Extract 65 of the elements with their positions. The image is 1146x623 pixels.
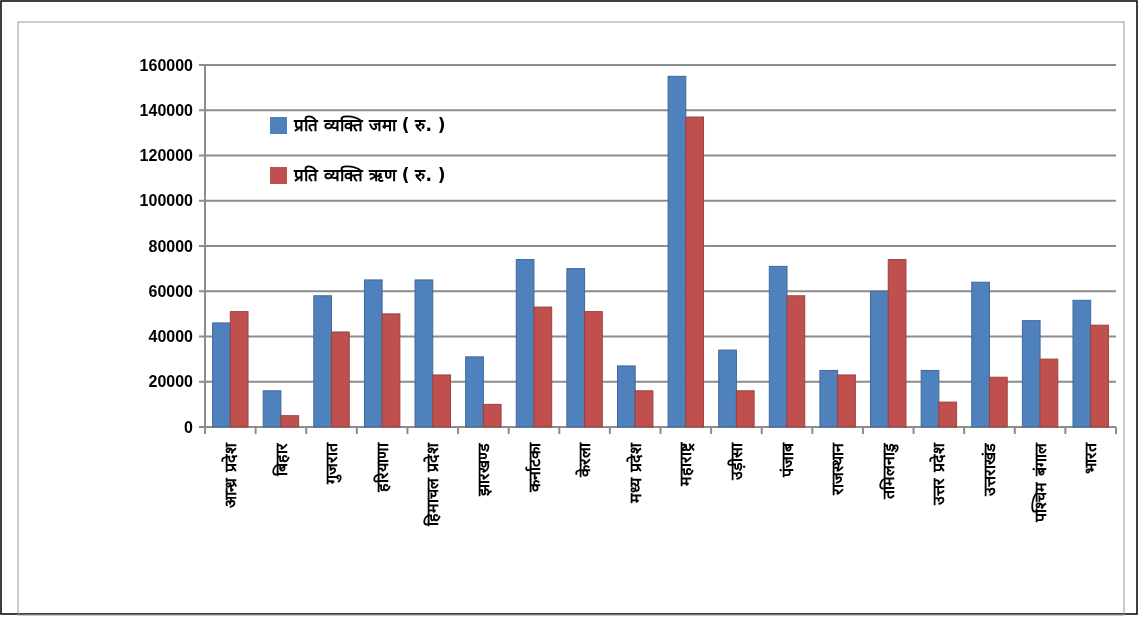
bar	[212, 322, 231, 428]
y-tick-label: 60000	[148, 282, 194, 300]
x-tick-label: भारत	[1081, 442, 1101, 474]
bar	[1021, 320, 1041, 428]
y-tick-label: 0	[184, 418, 194, 436]
bar	[533, 306, 553, 428]
x-tick-label: उड़ीसा	[727, 442, 747, 481]
bar	[988, 376, 1008, 428]
bar	[432, 374, 451, 428]
bar	[819, 369, 839, 428]
y-tick-label: 20000	[148, 373, 194, 391]
x-tick-label: केरला	[575, 442, 595, 478]
bar	[482, 403, 502, 428]
bar	[1039, 358, 1059, 428]
bar	[870, 290, 889, 428]
legend-label: प्रति व्यक्ति जमा ( रु. )	[293, 114, 446, 135]
y-tick-label: 100000	[139, 192, 194, 210]
x-tick-label: हरियाणा	[372, 442, 392, 493]
x-tick-label: तमिलनाडु	[878, 442, 899, 500]
bar	[229, 311, 249, 428]
y-tick-label: 40000	[148, 328, 194, 346]
bar	[414, 279, 434, 428]
x-tick-label: हिमाचल प्रदेश	[423, 442, 443, 527]
x-tick-label: पंजाब	[777, 442, 797, 478]
x-tick-label: पश्चिम बंगाल	[1030, 442, 1050, 523]
bar	[465, 356, 484, 428]
x-tick-label: गुजरात	[322, 442, 343, 485]
bar	[786, 295, 806, 428]
bar	[685, 116, 705, 428]
bar	[566, 268, 586, 428]
x-tick-label: बिहार	[271, 442, 291, 477]
bar	[768, 265, 788, 428]
bar	[616, 365, 636, 428]
bar	[381, 313, 401, 428]
bar	[1090, 324, 1109, 428]
bar	[515, 259, 535, 428]
x-tick-label: महाराष्ट्र	[676, 442, 696, 487]
bar	[280, 415, 300, 428]
bar	[971, 281, 990, 428]
bar	[920, 369, 940, 428]
bar	[331, 331, 350, 428]
x-tick-label: उत्तर प्रदेश	[929, 442, 949, 506]
bar	[363, 279, 383, 428]
x-tick-label: राजस्थान	[828, 442, 848, 496]
bar	[735, 390, 755, 428]
x-tick-label: उत्तराखंड	[980, 442, 1000, 497]
y-tick-label: 160000	[139, 56, 194, 74]
bar	[262, 390, 282, 428]
bar	[584, 311, 603, 428]
x-tick-label: झारखण्ड	[473, 442, 493, 497]
x-tick-label: आन्ध्र प्रदेश	[220, 442, 240, 508]
bar	[938, 401, 958, 428]
x-tick-label: कर्नाटका	[524, 442, 544, 493]
y-tick-label: 80000	[148, 237, 194, 255]
bar	[1072, 299, 1092, 428]
x-tick-label: मध्य प्रदेश	[625, 442, 645, 504]
bar	[887, 259, 907, 428]
y-tick-label: 120000	[139, 147, 194, 165]
bar	[718, 349, 737, 428]
bar	[837, 374, 856, 428]
bar	[634, 390, 654, 428]
legend-label: प्रति व्यक्ति ऋण ( रु. )	[293, 164, 446, 185]
bar	[667, 75, 687, 428]
y-tick-label: 140000	[139, 101, 194, 119]
bar	[313, 295, 333, 428]
